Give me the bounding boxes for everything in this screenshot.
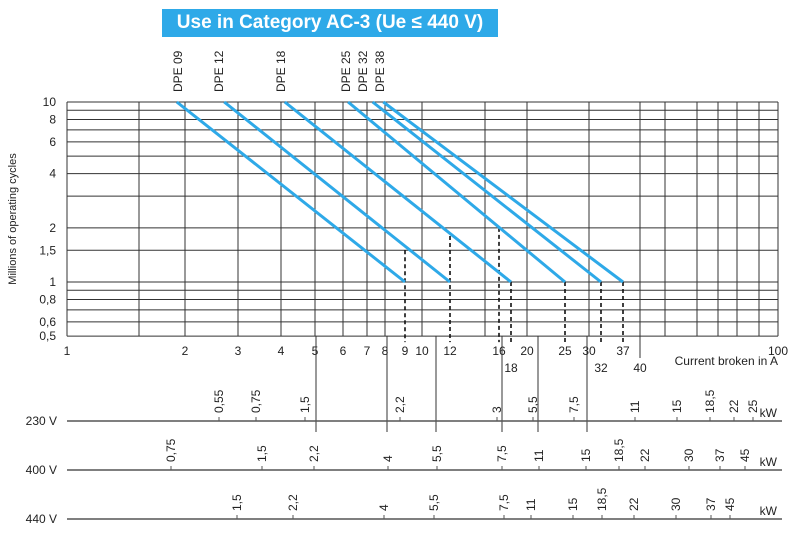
power-tick-label: 18,5: [612, 438, 626, 462]
power-tick-label: 18,5: [703, 389, 717, 413]
power-tick-label: 4: [377, 504, 391, 511]
x-tick-label: 40: [633, 361, 647, 375]
y-tick-label: 6: [49, 135, 56, 149]
power-tick-label: 5,5: [430, 445, 444, 462]
power-tick-label: 37: [713, 448, 727, 462]
x-tick-label: 16: [492, 344, 506, 358]
power-tick-label: 0,55: [212, 389, 226, 413]
x-tick-label: 7: [364, 344, 371, 358]
x-tick-label: 25: [558, 344, 572, 358]
y-tick-label: 8: [49, 112, 56, 126]
power-tick-label: 25: [746, 399, 760, 413]
y-tick-label: 4: [49, 167, 56, 181]
y-tick-label: 0,6: [39, 315, 56, 329]
power-tick-label: 45: [723, 497, 737, 511]
power-tick-label: 0,75: [164, 438, 178, 462]
y-axis-label: Millions of operating cycles: [7, 153, 19, 285]
power-tick-label: 7,5: [495, 445, 509, 462]
unit-label: kW: [760, 504, 778, 518]
x-tick-label: 8: [382, 344, 389, 358]
series-label: DPE 18: [274, 50, 288, 92]
y-tick-label: 2: [49, 221, 56, 235]
x-tick-label: 6: [340, 344, 347, 358]
power-tick-label: 5,5: [427, 494, 441, 511]
unit-label: kW: [760, 406, 778, 420]
voltage-label: 230 V: [26, 414, 57, 428]
x-axis-label: Current broken in A: [675, 354, 778, 368]
x-tick-label: 9: [402, 344, 409, 358]
power-tick-label: 22: [627, 497, 641, 511]
x-tick-label: 5: [312, 344, 319, 358]
y-tick-label: 1: [49, 275, 56, 289]
x-tick-label: 1: [64, 344, 71, 358]
power-tick-label: 45: [738, 448, 752, 462]
power-tick-label: 11: [524, 498, 538, 511]
power-tick-label: 15: [566, 497, 580, 511]
power-tick-label: 18,5: [595, 487, 609, 511]
y-tick-label: 1,5: [39, 243, 56, 257]
x-tick-label: 32: [594, 361, 608, 375]
power-tick-label: 22: [638, 448, 652, 462]
y-tick-label: 0,5: [39, 329, 56, 343]
power-tick-label: 11: [532, 449, 546, 462]
power-tick-label: 4: [381, 455, 395, 462]
x-tick-label: 4: [278, 344, 285, 358]
series-label: DPE 25: [339, 50, 353, 92]
x-tick-label: 20: [520, 344, 534, 358]
series-line-dpe-38: [382, 100, 624, 284]
series-line-dpe-09: [175, 100, 406, 284]
power-tick-label: 7,5: [497, 494, 511, 511]
voltage-label: 400 V: [26, 463, 57, 477]
x-tick-label: 30: [582, 344, 596, 358]
power-tick-label: 1,5: [298, 396, 312, 413]
power-tick-label: 1,5: [230, 494, 244, 511]
series-line-dpe-18: [283, 100, 512, 284]
power-tick-label: 15: [579, 448, 593, 462]
voltage-label: 440 V: [26, 512, 57, 526]
power-tick-label: 2,2: [307, 445, 321, 462]
power-tick-label: 30: [669, 497, 683, 511]
power-tick-label: 11: [628, 400, 642, 413]
power-tick-label: 22: [727, 399, 741, 413]
power-tick-label: 30: [682, 448, 696, 462]
series-label: DPE 09: [171, 50, 185, 92]
power-tick-label: 37: [704, 497, 718, 511]
y-tick-label: 10: [43, 95, 57, 109]
power-tick-label: 5,5: [526, 396, 540, 413]
power-tick-label: 3: [490, 406, 504, 413]
x-tick-label: 100: [768, 344, 788, 358]
series-line-dpe-25: [347, 100, 566, 284]
y-tick-label: 0,8: [39, 292, 56, 306]
series-line-dpe-12: [223, 100, 451, 284]
power-tick-label: 2,2: [393, 396, 407, 413]
x-tick-label: 2: [182, 344, 189, 358]
power-tick-label: 0,75: [249, 389, 263, 413]
unit-label: kW: [760, 455, 778, 469]
x-tick-label: 3: [235, 344, 242, 358]
power-tick-label: 1,5: [255, 445, 269, 462]
power-tick-label: 15: [670, 399, 684, 413]
series-line-dpe-32: [371, 100, 602, 284]
chart-title: Use in Category AC-3 (Ue ≤ 440 V): [162, 9, 498, 37]
series-label: DPE 12: [212, 50, 226, 92]
x-tick-label: 12: [443, 344, 457, 358]
series-label: DPE 32: [356, 50, 370, 92]
x-tick-label: 37: [616, 344, 630, 358]
x-tick-label: 10: [415, 344, 429, 358]
x-tick-label: 18: [504, 361, 518, 375]
power-tick-label: 2,2: [286, 494, 300, 511]
power-tick-label: 7,5: [567, 396, 581, 413]
series-label: DPE 38: [373, 50, 387, 92]
